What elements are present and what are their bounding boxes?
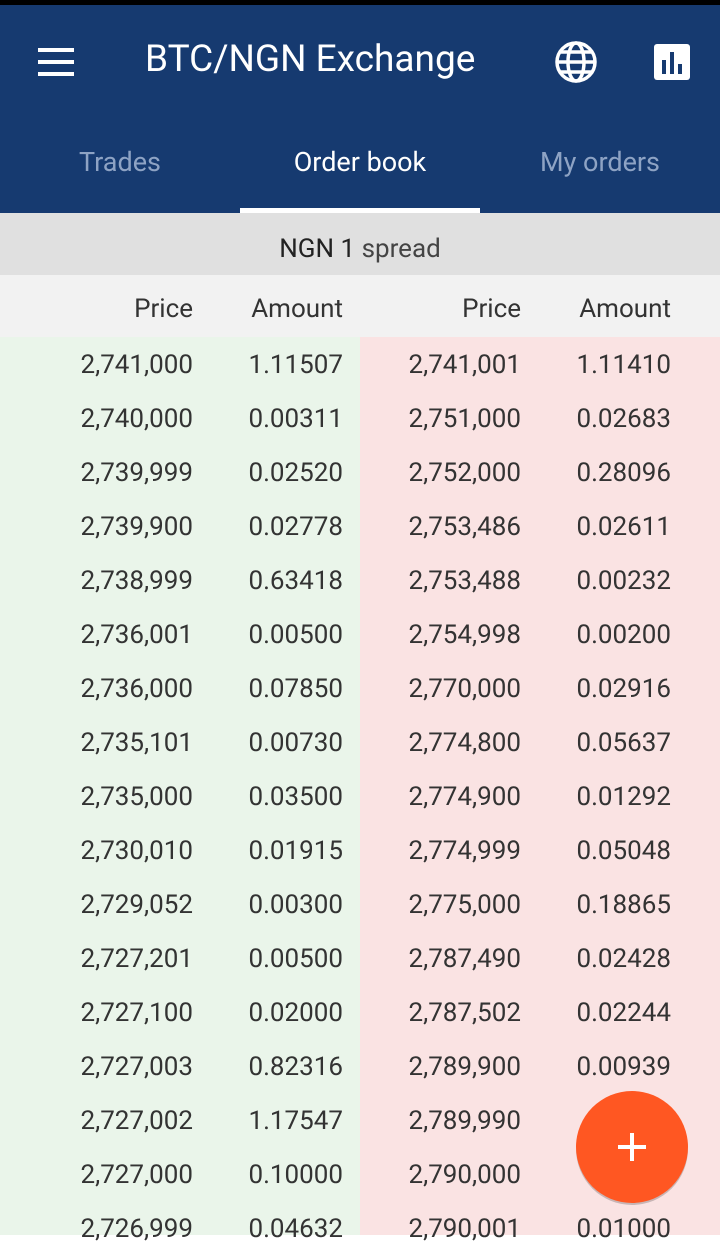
tab[interactable]: My orders [480, 146, 720, 178]
bid-cell: 2,736,000 [23, 662, 193, 716]
ask-cell: 2,753,488 [351, 554, 521, 608]
bid-cell: 2,727,000 [23, 1148, 193, 1202]
bid-cell: 0.00500 [173, 608, 343, 662]
menu-icon[interactable] [36, 46, 76, 78]
bid-cell: 2,727,003 [23, 1040, 193, 1094]
bid-cell: 2,738,999 [23, 554, 193, 608]
ask-cell: 0.00232 [501, 554, 671, 608]
bid-cell: 0.07850 [173, 662, 343, 716]
ask-cell: 0.05637 [501, 716, 671, 770]
ask-cell: 0.02683 [501, 392, 671, 446]
ask-cell: 2,787,502 [351, 986, 521, 1040]
bid-cell: 0.10000 [173, 1148, 343, 1202]
bid-cell: 2,739,900 [23, 500, 193, 554]
spread-bar: NGN 1 spread [0, 213, 720, 275]
ask-cell: 2,752,000 [351, 446, 521, 500]
ask-cell: 2,774,800 [351, 716, 521, 770]
tab[interactable]: Trades [0, 146, 240, 178]
ask-cell: 2,775,000 [351, 878, 521, 932]
bid-cell: 0.04632 [173, 1202, 343, 1256]
ask-cell: 2,741,001 [351, 338, 521, 392]
ask-cell: 0.05048 [501, 824, 671, 878]
ask-cell: 2,751,000 [351, 392, 521, 446]
ask-cell: 0.01000 [501, 1202, 671, 1256]
ask-cell: 0.02916 [501, 662, 671, 716]
ask-cell: 2,790,001 [351, 1202, 521, 1256]
ask-cell: 2,754,998 [351, 608, 521, 662]
bid-cell: 2,730,010 [23, 824, 193, 878]
bid-cell: 2,727,100 [23, 986, 193, 1040]
add-button[interactable] [570, 1085, 694, 1209]
ask-cell: 2,770,000 [351, 662, 521, 716]
bid-cell: 2,727,201 [23, 932, 193, 986]
tab[interactable]: Order book [240, 146, 480, 178]
ask-cell: 2,789,900 [351, 1040, 521, 1094]
bid-cell: 2,727,002 [23, 1094, 193, 1148]
column-title: Price [23, 282, 193, 336]
spread-amount: NGN 1 [279, 234, 355, 264]
bid-cell: 0.01915 [173, 824, 343, 878]
ask-cell: 2,753,486 [351, 500, 521, 554]
bid-cell: 0.63418 [173, 554, 343, 608]
bid-cell: 0.00500 [173, 932, 343, 986]
ask-cell: 2,790,000 [351, 1148, 521, 1202]
bid-cell: 1.11507 [173, 338, 343, 392]
bid-cell: 2,740,000 [23, 392, 193, 446]
ask-cell: 0.18865 [501, 878, 671, 932]
ask-cell: 2,787,490 [351, 932, 521, 986]
bid-cell: 2,739,999 [23, 446, 193, 500]
bid-cell: 2,741,000 [23, 338, 193, 392]
ask-cell: 2,774,999 [351, 824, 521, 878]
bid-cell: 2,736,001 [23, 608, 193, 662]
column-title: Amount [501, 282, 671, 336]
globe-icon[interactable] [554, 40, 598, 84]
ask-cell: 1.11410 [501, 338, 671, 392]
bid-cell: 0.00300 [173, 878, 343, 932]
bid-cell: 2,729,052 [23, 878, 193, 932]
ask-cell: 0.02611 [501, 500, 671, 554]
bid-cell: 1.17547 [173, 1094, 343, 1148]
bid-cell: 0.02520 [173, 446, 343, 500]
ask-cell: 0.28096 [501, 446, 671, 500]
app-bar [0, 5, 720, 213]
bid-cell: 2,726,999 [23, 1202, 193, 1256]
bid-cell: 2,735,000 [23, 770, 193, 824]
chart-icon[interactable] [652, 42, 692, 82]
ask-cell: 0.00200 [501, 608, 671, 662]
ask-cell: 2,789,990 [351, 1094, 521, 1148]
title: BTC/NGN Exchange [145, 38, 475, 81]
spread-label: spread [362, 234, 441, 264]
bid-cell: 0.00730 [173, 716, 343, 770]
column-title: Price [351, 282, 521, 336]
bid-cell: 0.00311 [173, 392, 343, 446]
bid-cell: 0.02000 [173, 986, 343, 1040]
bid-cell: 0.03500 [173, 770, 343, 824]
column-title: Amount [173, 282, 343, 336]
ask-cell: 2,774,900 [351, 770, 521, 824]
ask-cell: 0.02244 [501, 986, 671, 1040]
bid-cell: 0.82316 [173, 1040, 343, 1094]
ask-cell: 0.01292 [501, 770, 671, 824]
bid-cell: 0.02778 [173, 500, 343, 554]
bid-cell: 2,735,101 [23, 716, 193, 770]
ask-cell: 0.02428 [501, 932, 671, 986]
